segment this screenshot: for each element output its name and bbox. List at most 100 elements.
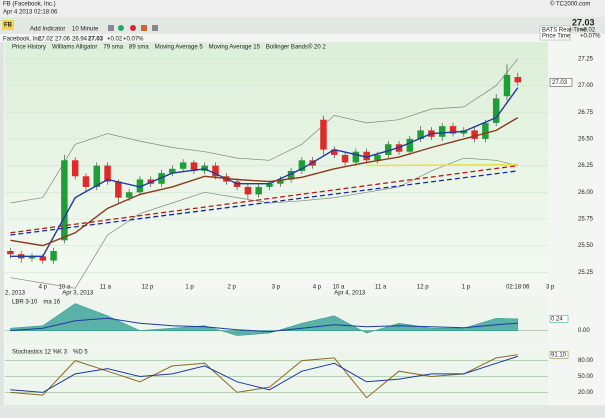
candle-body	[28, 256, 36, 259]
candle-body	[179, 162, 187, 169]
candle-body	[115, 181, 122, 198]
quote-change-pct: +0.07%	[123, 37, 144, 43]
candle-body	[212, 165, 219, 177]
candle-body	[471, 130, 478, 139]
candle-body	[169, 168, 176, 174]
x-date-label: 2, 2013	[5, 291, 26, 297]
value-tag	[549, 350, 569, 359]
y-tick-label: 26.00	[578, 190, 594, 196]
indicator-line	[10, 164, 518, 234]
candle-body	[417, 130, 424, 139]
indicator-line	[10, 116, 519, 247]
title-bar	[0, 0, 605, 17]
candle-body	[331, 149, 338, 155]
legend-entry: %D 5	[73, 350, 88, 356]
y-tick-label: 26.50	[578, 136, 594, 142]
legend-entry: Stochastics 12 %K 3	[12, 350, 68, 356]
quote-low: 26.94	[72, 37, 88, 43]
candle-body	[244, 186, 252, 195]
y-tick-label: 20.00	[578, 390, 594, 396]
legend-entry: 89 sma	[129, 45, 149, 51]
bollinger-lower	[10, 157, 518, 289]
last-price-tag	[549, 78, 573, 87]
value-tag	[549, 315, 569, 323]
candle-body	[449, 126, 457, 134]
value-label: 0.24	[551, 316, 563, 322]
toolbar	[0, 17, 605, 34]
quote-last: 27.03	[88, 37, 104, 43]
symbol[interactable]: FB	[4, 23, 13, 29]
candle-body	[438, 126, 446, 137]
x-tick-label: 1 p	[462, 285, 471, 291]
indicator-line	[10, 317, 518, 333]
candle-body	[492, 98, 500, 123]
big-last: 27.03	[572, 17, 595, 27]
quote-change: +0.02	[107, 37, 123, 43]
indicator-line	[366, 163, 518, 167]
candle-body	[61, 160, 68, 241]
candle-body	[363, 151, 370, 161]
x-date-label: Apr 4, 2013	[334, 291, 366, 297]
mode: Price Time	[542, 34, 571, 40]
candle-body	[190, 162, 198, 171]
candle-body	[352, 151, 360, 163]
candle-body	[320, 119, 327, 150]
x-tick-label: 12 p	[417, 285, 429, 291]
legend-entry: Bollinger Bands® 20 2	[266, 44, 326, 51]
window-datetime: Apr 4 2013 02:18:06	[3, 10, 58, 16]
candle-body	[82, 176, 90, 187]
y-tick-label: 25.50	[578, 243, 594, 249]
y-tick-label: 0.00	[578, 328, 590, 334]
y-tick-label: 25.25	[578, 270, 594, 276]
value-label: 91.10	[551, 352, 567, 358]
legend-entry: Price History	[12, 45, 46, 51]
quote-high: 27.06	[55, 37, 71, 43]
y-tick-label: 27.00	[578, 83, 594, 89]
bollinger-upper	[10, 58, 519, 204]
candle-body	[298, 160, 306, 171]
candle-body	[514, 77, 522, 83]
symbol-box[interactable]	[2, 20, 14, 30]
y-tick-label: 25.75	[578, 217, 594, 223]
feed: BATS Real-Time	[542, 28, 587, 34]
legend-entry: Moving Average 5	[155, 45, 204, 51]
candle-body	[39, 256, 47, 261]
interval[interactable]: 10 Minute	[72, 27, 99, 33]
feed-badge	[539, 25, 571, 41]
last-price: 27.03	[552, 80, 568, 86]
side-tabs[interactable]	[0, 42, 4, 405]
candle-body	[503, 74, 511, 97]
candle-body	[341, 154, 349, 163]
x-tick-label: 10 a	[59, 285, 71, 291]
add-indicator[interactable]: Add Indicator	[30, 27, 65, 33]
candle-body	[7, 250, 14, 255]
price-panel	[5, 42, 548, 283]
x-tick-label: 3 p	[546, 285, 555, 291]
x-tick-label: 2 p	[228, 285, 237, 291]
candle-body	[277, 179, 284, 184]
big-change-pct: +0.07%	[580, 34, 601, 40]
candle-body	[125, 192, 133, 198]
x-tick-label: 02:18:06	[506, 285, 530, 291]
legend-entry: 79 sma	[103, 45, 123, 51]
quote-name: Facebook, Inc.	[3, 37, 43, 43]
candle-body	[93, 165, 100, 187]
candle-body	[136, 179, 144, 193]
candle-body	[71, 160, 79, 177]
x-tick-label: 4 p	[39, 285, 48, 291]
legend-entry: Williams Alligator	[52, 45, 97, 51]
x-tick-label: 12 p	[142, 285, 154, 291]
candle-body	[255, 186, 262, 195]
x-tick-label: 10 a	[333, 285, 345, 291]
candle-body	[374, 154, 381, 161]
indicator-line	[10, 170, 518, 236]
quote-open: 27.02	[38, 37, 54, 43]
y-tick-label: 26.25	[578, 163, 594, 169]
y-tick-label: 50.00	[578, 374, 594, 380]
x-tick-label: 1 p	[185, 285, 194, 291]
candle-body	[406, 138, 414, 152]
candle-body	[384, 144, 392, 155]
status-bar	[0, 405, 605, 418]
indicator-line	[10, 87, 519, 257]
x-tick-label: 4 p	[313, 285, 322, 291]
